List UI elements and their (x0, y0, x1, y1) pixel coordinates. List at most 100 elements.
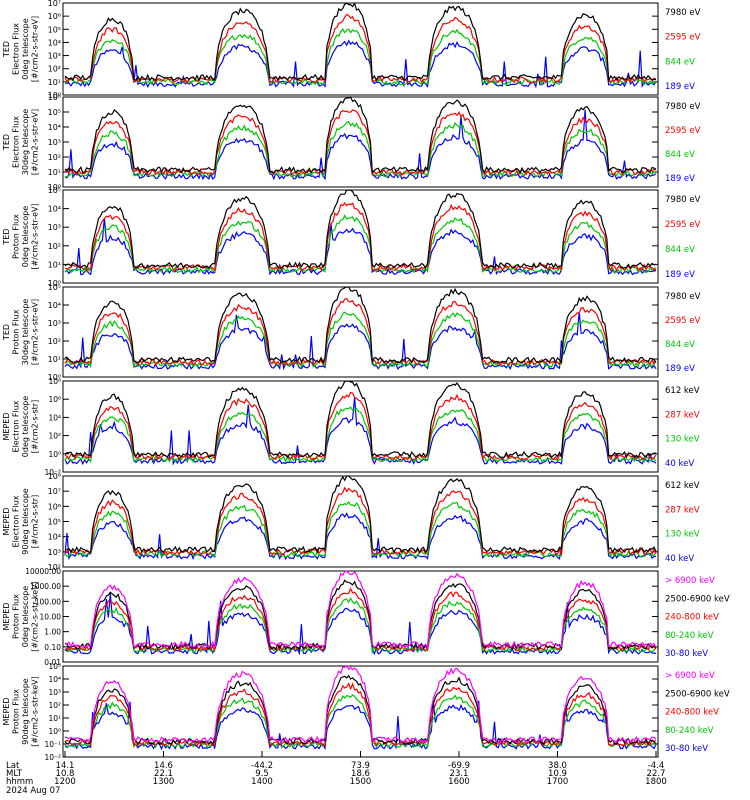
series-line (64, 597, 657, 655)
y-tick-label: 10¹ (48, 168, 61, 177)
panel-5: 10⁻² 10⁰ 10² 10⁴ 10⁶ 10⁸ MEPED Electron Flux 0de… (2, 377, 700, 477)
panel-2: 10⁰ 10¹ 10² 10³ 10⁴ 10⁵ 10⁶ TED Electron Flux 30d… (2, 93, 701, 192)
legend-entry: 2500-6900 keV (665, 689, 730, 699)
legend-entry: 30-80 keV (665, 649, 708, 659)
legend-entry: 130 keV (665, 530, 700, 540)
y-axis-label: 0deg telescope (21, 206, 30, 267)
x-tick-label: 73.9 (351, 761, 370, 771)
y-axis-label: 30deg telescope (21, 109, 30, 176)
y-axis-label: [#/cm2-s-str] (31, 495, 40, 548)
legend-entry: 30-80 keV (665, 744, 708, 754)
panel-frame (62, 96, 659, 188)
legend-entry: 2595 eV (665, 316, 701, 326)
y-tick-label: 10² (48, 65, 61, 74)
y-tick-label: 10⁵ (48, 518, 61, 527)
y-tick-label: 10000.00 (25, 567, 61, 576)
series-line (64, 201, 657, 272)
legend-entry: 130 keV (665, 435, 700, 445)
x-tick-label: 38.0 (548, 761, 567, 771)
y-axis-label: [#/cm2-s-str-keV] (31, 581, 40, 652)
panel-frame (62, 189, 659, 284)
series-line (64, 406, 657, 464)
series-line (64, 587, 657, 653)
x-tick-label: 1200 (54, 777, 76, 787)
x-tick-label: 1700 (547, 777, 569, 787)
y-axis-label: Proton Flux (12, 594, 21, 639)
legend-entry: > 6900 keV (665, 671, 715, 681)
y-tick-label: 10⁶ (48, 93, 61, 102)
y-axis-label: Electron Flux (12, 23, 21, 75)
series-line (64, 512, 657, 561)
y-tick-label: 10⁷ (48, 0, 61, 8)
y-tick-label: 10⁷ (48, 487, 61, 496)
panel-frame (62, 2, 659, 96)
series-line (64, 694, 657, 749)
series-line (64, 665, 657, 744)
x-tick-label: 1300 (153, 777, 175, 787)
series-line (64, 2, 657, 83)
legend-entry: 844 eV (665, 340, 695, 350)
date-label: 2024 Aug 07 (6, 786, 60, 796)
y-tick-label: 10¹ (48, 714, 61, 723)
y-tick-label: 10⁴ (48, 301, 61, 310)
y-tick-label: 10⁴ (48, 413, 61, 422)
y-tick-label: 10² (48, 701, 61, 710)
x-tick-label: 14.6 (154, 761, 173, 771)
series-line (64, 380, 656, 460)
x-tick-label: -4.4 (648, 761, 665, 771)
y-tick-label: 10¹ (48, 355, 61, 364)
y-tick-label: 10⁰ (48, 450, 61, 459)
y-tick-label: 10¹ (48, 260, 61, 269)
y-axis-label: TED (2, 228, 11, 245)
series-line (64, 570, 657, 649)
y-tick-label: 10⁶ (48, 395, 61, 404)
x-tick-label: 22.1 (154, 769, 173, 779)
legend-entry: 80-240 keV (665, 726, 714, 736)
y-axis-label: [#/cm2-s-str-eV] (31, 109, 40, 175)
y-tick-label: 10⁵ (48, 283, 61, 292)
legend-entry: 287 keV (665, 410, 700, 420)
y-tick-label: 10⁰ (48, 91, 61, 100)
legend-entry: 189 eV (665, 82, 695, 92)
legend-entry: 7980 eV (665, 292, 701, 302)
y-axis-label: MEPED (2, 508, 11, 536)
y-axis-label: [#/cm2-s-str-keV] (31, 676, 40, 747)
y-tick-label: 10² (48, 242, 61, 251)
y-axis-label: Electron Flux (12, 116, 21, 168)
x-tick-label: 14.1 (56, 761, 75, 771)
y-tick-label: 10⁻¹ (44, 740, 61, 749)
x-tick-label: 1600 (448, 777, 470, 787)
x-row-label: hhmm (6, 777, 33, 787)
y-axis-label: Electron Flux (12, 400, 21, 452)
y-axis-label: 0deg telescope (21, 18, 30, 79)
legend-entry: 2500-6900 keV (665, 594, 730, 604)
y-tick-label: 10⁶ (48, 502, 61, 511)
legend-entry: 2595 eV (665, 33, 701, 43)
legend-entry: 189 eV (665, 174, 695, 184)
panel-6: 10² 10³ 10⁴ 10⁵ 10⁶ 10⁷ 10⁸ MEPED Electron Flux 9… (2, 472, 700, 572)
legend-entry: 240-800 keV (665, 708, 719, 718)
panel-4: 10⁰ 10¹ 10² 10³ 10⁴ 10⁵ TED Proton Flux 30deg te… (2, 283, 701, 382)
y-tick-label: 10⁴ (48, 675, 61, 684)
x-row-label: Lat (6, 761, 20, 771)
series-line (64, 486, 657, 556)
legend-entry: 189 eV (665, 364, 695, 374)
legend-entry: 844 eV (665, 245, 695, 255)
y-tick-label: 10⁸ (48, 472, 61, 481)
legend-entry: 189 eV (665, 270, 695, 280)
y-axis-label: [#/cm2-s-str-eV] (31, 299, 40, 365)
legend-entry: 844 eV (665, 150, 695, 160)
series-line (64, 96, 657, 174)
y-tick-label: 1000.00 (30, 582, 61, 591)
legend-entry: 2595 eV (665, 220, 701, 230)
y-tick-label: 10⁴ (48, 533, 61, 542)
legend-entry: 80-240 keV (665, 631, 714, 641)
x-tick-label: 1800 (645, 777, 667, 787)
y-tick-label: 10⁵ (48, 662, 61, 671)
series-line (64, 109, 657, 181)
y-tick-label: 10⁰ (48, 279, 61, 288)
series-line (64, 13, 657, 84)
x-row-label: MLT (6, 769, 23, 779)
x-tick-label: 23.1 (450, 769, 469, 779)
y-axis-label: [#/cm2-s-str-eV] (31, 203, 40, 269)
